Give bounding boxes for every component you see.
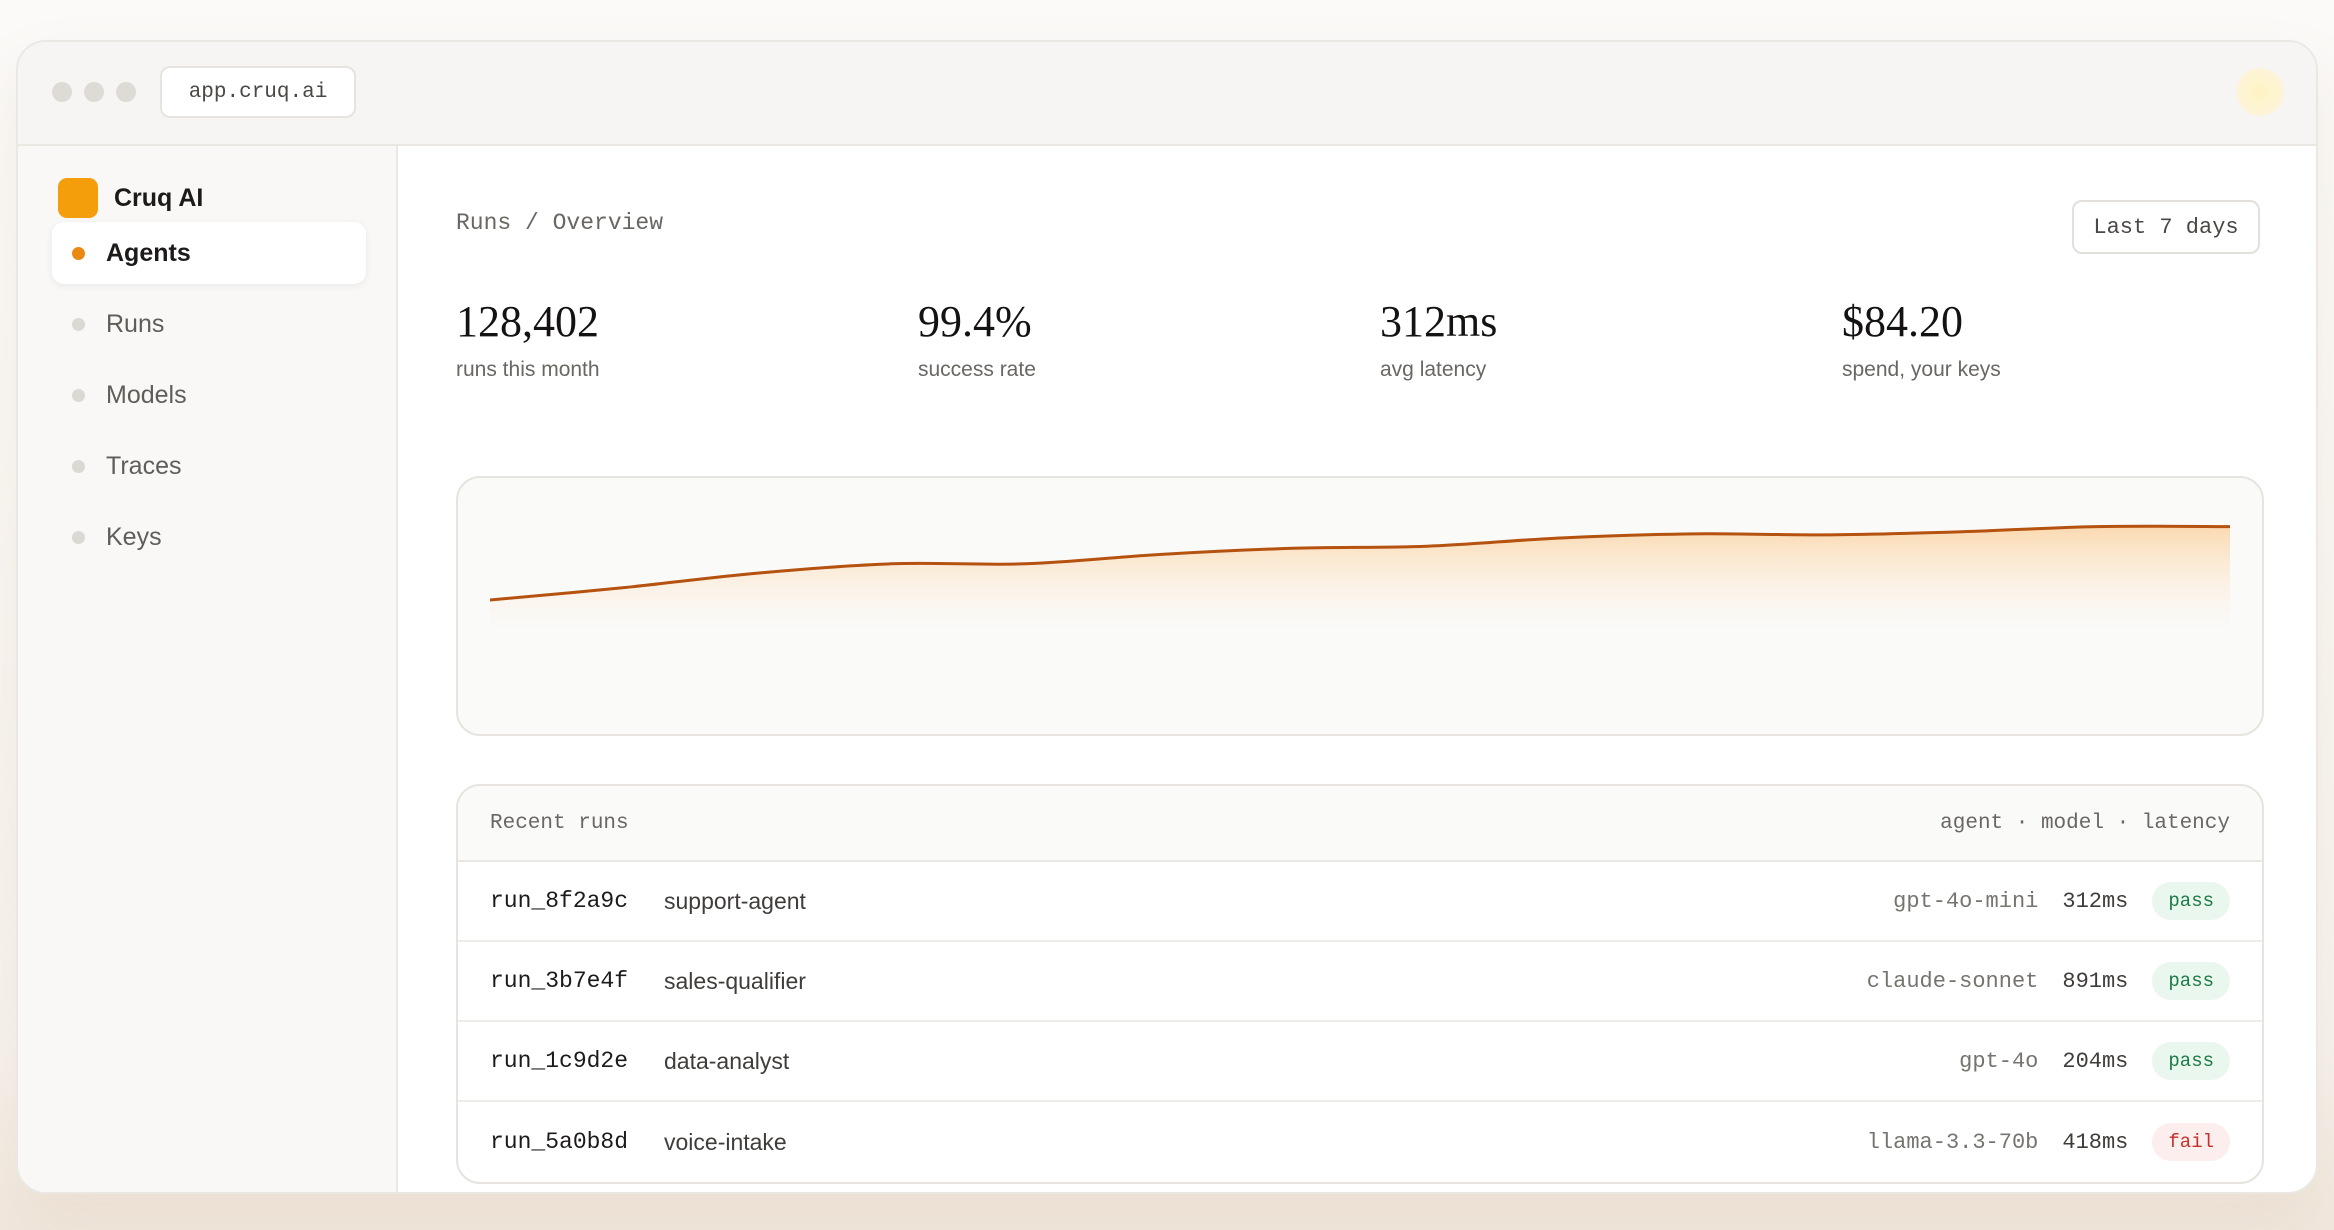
brand-logo-icon xyxy=(58,178,98,218)
status-badge: pass xyxy=(2152,962,2230,1000)
sidebar-item-keys[interactable]: Keys xyxy=(52,506,366,568)
sidebar-item-label: Traces xyxy=(106,451,182,480)
main-content: Runs / Overview Last 7 days 128,402 runs… xyxy=(400,146,2316,1192)
browser-window: app.cruq.ai Cruq AI Agents Runs Models T… xyxy=(16,40,2318,1194)
run-model: llama-3.3-70b xyxy=(1866,1129,2039,1155)
run-id[interactable]: run_1c9d2e xyxy=(490,1048,629,1074)
run-latency: 418ms xyxy=(2062,1129,2129,1155)
stat-value: $84.20 xyxy=(1842,297,1963,346)
runs-area-chart xyxy=(489,524,2231,628)
run-id[interactable]: run_3b7e4f xyxy=(490,968,629,994)
run-id[interactable]: run_8f2a9c xyxy=(490,888,629,914)
run-model: gpt-4o xyxy=(1959,1048,2039,1074)
browser-titlebar: app.cruq.ai xyxy=(18,42,2316,146)
chart-series-line xyxy=(489,524,2231,602)
stat-success-rate: 99.4% success rate xyxy=(918,296,1338,382)
status-badge: pass xyxy=(2152,1042,2230,1080)
run-latency: 312ms xyxy=(2062,888,2129,914)
sidebar-item-models[interactable]: Models xyxy=(52,364,366,426)
stat-value: 312ms xyxy=(1380,297,1498,346)
run-id[interactable]: run_5a0b8d xyxy=(490,1129,629,1155)
stat-runs-this-month: 128,402 runs this month xyxy=(456,296,876,382)
address-bar[interactable]: app.cruq.ai xyxy=(160,66,356,118)
run-agent: sales-qualifier xyxy=(664,967,806,994)
date-range-button[interactable]: Last 7 days xyxy=(2072,200,2260,254)
dot-icon xyxy=(72,531,85,544)
run-agent: support-agent xyxy=(664,887,806,914)
run-agent: data-analyst xyxy=(664,1047,790,1074)
stat-label: spend, your keys xyxy=(1842,358,2001,381)
table-row[interactable]: run_8f2a9c support-agent gpt-4o-mini 312… xyxy=(458,862,2262,942)
window-maximize-dot[interactable] xyxy=(116,82,136,102)
sidebar: Cruq AI Agents Runs Models Traces Keys xyxy=(18,146,398,1192)
run-model: gpt-4o-mini xyxy=(1893,888,2039,914)
run-agent: voice-intake xyxy=(664,1128,787,1155)
stat-label: runs this month xyxy=(456,358,600,381)
table-header: Recent runs agent · model · latency xyxy=(458,786,2262,862)
table-row[interactable]: run_3b7e4f sales-qualifier claude-sonnet… xyxy=(458,942,2262,1022)
stat-value: 128,402 xyxy=(456,297,599,346)
brand-name: Cruq AI xyxy=(114,183,204,212)
stat-label: avg latency xyxy=(1380,358,1487,381)
run-latency: 204ms xyxy=(2062,1048,2129,1074)
breadcrumb: Runs / Overview xyxy=(456,210,664,236)
chart-area-fill xyxy=(490,526,2230,628)
window-minimize-dot[interactable] xyxy=(84,82,104,102)
stat-avg-latency: 312ms avg latency xyxy=(1380,296,1800,382)
stat-value: 99.4% xyxy=(918,297,1032,346)
recent-runs-table: Recent runs agent · model · latency run_… xyxy=(456,784,2264,1184)
sidebar-item-agents[interactable]: Agents xyxy=(52,222,366,284)
run-latency: 891ms xyxy=(2062,968,2129,994)
status-badge: pass xyxy=(2152,882,2230,920)
run-model: claude-sonnet xyxy=(1866,968,2039,994)
sidebar-item-label: Runs xyxy=(106,309,165,338)
stat-spend: $84.20 spend, your keys xyxy=(1842,296,2262,382)
sidebar-item-label: Keys xyxy=(106,522,162,551)
window-close-dot[interactable] xyxy=(52,82,72,102)
sidebar-item-label: Agents xyxy=(106,238,191,267)
runs-chart-card xyxy=(456,476,2264,736)
active-dot-icon xyxy=(72,247,85,260)
status-badge: fail xyxy=(2152,1123,2230,1161)
dot-icon xyxy=(72,318,85,331)
dot-icon xyxy=(72,460,85,473)
sidebar-item-runs[interactable]: Runs xyxy=(52,293,366,355)
sidebar-item-label: Models xyxy=(106,380,187,409)
brand[interactable]: Cruq AI xyxy=(58,178,203,218)
user-avatar[interactable] xyxy=(2236,68,2284,116)
sidebar-item-traces[interactable]: Traces xyxy=(52,435,366,497)
table-row[interactable]: run_5a0b8d voice-intake llama-3.3-70b 41… xyxy=(458,1102,2262,1182)
table-row[interactable]: run_1c9d2e data-analyst gpt-4o 204ms pas… xyxy=(458,1022,2262,1102)
stat-label: success rate xyxy=(918,358,1036,381)
dot-icon xyxy=(72,389,85,402)
table-columns-hint: agent · model · latency xyxy=(1940,811,2230,835)
table-title: Recent runs xyxy=(490,811,629,835)
